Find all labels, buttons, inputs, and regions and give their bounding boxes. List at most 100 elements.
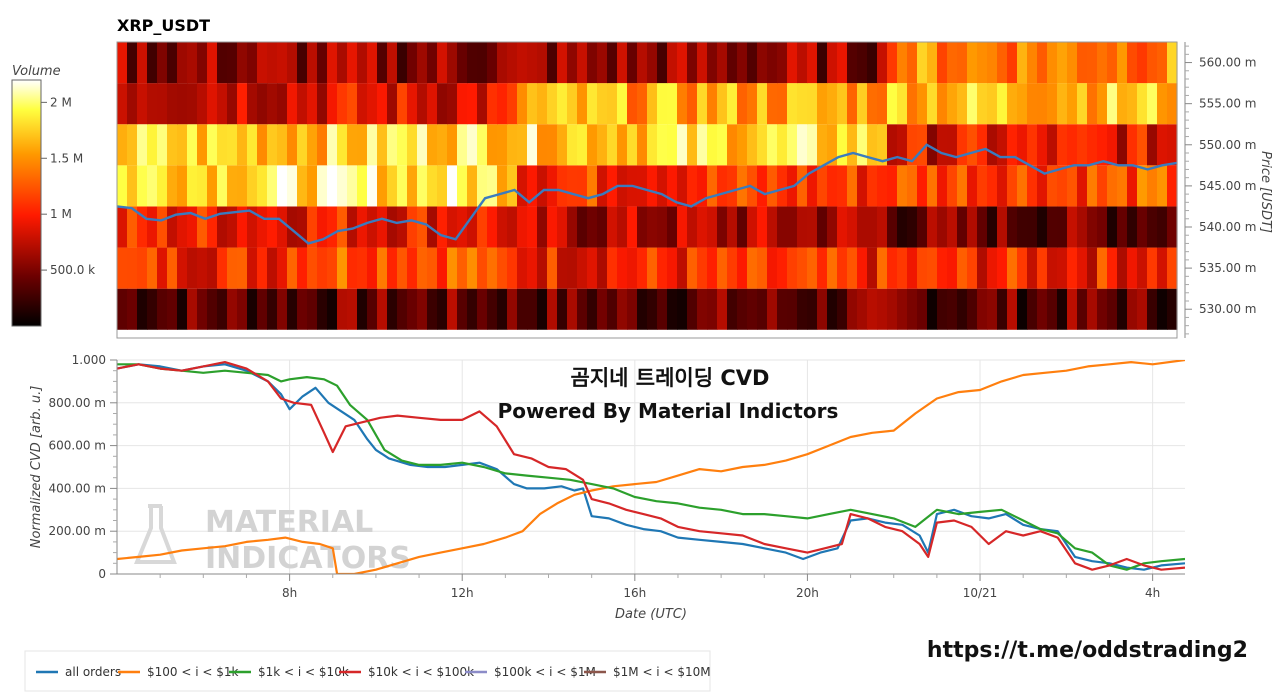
heatmap-cell	[247, 83, 258, 125]
heatmap-cell	[1127, 83, 1138, 125]
heatmap-cell	[287, 42, 298, 84]
heatmap-cell	[1087, 288, 1098, 330]
heatmap-cell	[887, 206, 898, 248]
cvd-line-series	[117, 360, 1185, 574]
heatmap-cell	[347, 42, 358, 84]
heatmap-cell	[1137, 42, 1148, 84]
heatmap-cell	[527, 124, 538, 166]
heatmap-cell	[967, 206, 978, 248]
heatmap-cell	[397, 288, 408, 330]
heatmap-cell	[277, 247, 288, 289]
heatmap-cell	[307, 42, 318, 84]
heatmap-cell	[457, 206, 468, 248]
heatmap-cell	[737, 42, 748, 84]
heatmap-cell	[307, 83, 318, 125]
heatmap-cell	[537, 247, 548, 289]
heatmap-cell	[977, 42, 988, 84]
heatmap-cell	[617, 42, 628, 84]
colorbar-tick-label: 1.5 M	[50, 151, 83, 165]
heatmap-cell	[547, 165, 558, 207]
heatmap-cell	[117, 247, 128, 289]
heatmap-cell	[1147, 288, 1158, 330]
heatmap-cell	[877, 83, 888, 125]
heatmap-cell	[397, 124, 408, 166]
heatmap-cell	[1067, 42, 1078, 84]
heatmap-cell	[477, 83, 488, 125]
heatmap-cell	[207, 124, 218, 166]
heatmap-cell	[647, 83, 658, 125]
heatmap-cell	[557, 83, 568, 125]
heatmap-cell	[637, 83, 648, 125]
heatmap-cell	[887, 124, 898, 166]
heatmap-cells	[117, 42, 1178, 330]
heatmap-cell	[1077, 165, 1088, 207]
heatmap-cell	[947, 206, 958, 248]
heatmap-cell	[1087, 83, 1098, 125]
heatmap-cell	[947, 124, 958, 166]
heatmap-cell	[627, 42, 638, 84]
heatmap-cell	[497, 165, 508, 207]
heatmap-cell	[857, 165, 868, 207]
heatmap-cell	[327, 124, 338, 166]
heatmap-cell	[277, 206, 288, 248]
heatmap-cell	[777, 83, 788, 125]
heatmap-cell	[387, 288, 398, 330]
heatmap-cell	[977, 83, 988, 125]
heatmap-cell	[447, 42, 458, 84]
heatmap-cell	[317, 42, 328, 84]
heatmap-cell	[397, 165, 408, 207]
heatmap-cell	[997, 124, 1008, 166]
heatmap-cell	[557, 42, 568, 84]
heatmap-cell	[807, 83, 818, 125]
heatmap-cell	[327, 83, 338, 125]
heatmap-cell	[807, 288, 818, 330]
heatmap-cell	[257, 83, 268, 125]
heatmap-cell	[1167, 42, 1178, 84]
heatmap-cell	[657, 247, 668, 289]
heatmap-cell	[1157, 42, 1168, 84]
heatmap-cell	[987, 42, 998, 84]
heatmap-cell	[497, 124, 508, 166]
heatmap-cell	[287, 206, 298, 248]
heatmap-cell	[257, 288, 268, 330]
heatmap-cell	[917, 124, 928, 166]
heatmap-cell	[847, 247, 858, 289]
heatmap-cell	[897, 288, 908, 330]
heatmap-cell	[247, 124, 258, 166]
heatmap-cell	[1137, 124, 1148, 166]
heatmap-cell	[1067, 83, 1078, 125]
heatmap-cell	[227, 83, 238, 125]
heatmap-cell	[207, 42, 218, 84]
heatmap-cell	[667, 206, 678, 248]
heatmap-cell	[537, 83, 548, 125]
heatmap-cell	[867, 42, 878, 84]
heatmap-cell	[687, 165, 698, 207]
heatmap-cell	[567, 247, 578, 289]
heatmap-cell	[1037, 124, 1048, 166]
heatmap-cell	[137, 288, 148, 330]
heatmap-cell	[1047, 83, 1058, 125]
heatmap-cell	[557, 247, 568, 289]
heatmap-cell	[467, 83, 478, 125]
heatmap-cell	[717, 165, 728, 207]
heatmap-cell	[277, 42, 288, 84]
heatmap-cell	[127, 124, 138, 166]
heatmap-cell	[207, 247, 218, 289]
heatmap-cell	[187, 206, 198, 248]
heatmap-cell	[1067, 288, 1078, 330]
heatmap-cell	[1057, 165, 1068, 207]
heatmap-cell	[427, 247, 438, 289]
heatmap-cell	[557, 124, 568, 166]
heatmap-cell	[557, 165, 568, 207]
heatmap-cell	[117, 206, 128, 248]
heatmap-cell	[577, 288, 588, 330]
heatmap-cell	[727, 124, 738, 166]
heatmap-cell	[847, 206, 858, 248]
heatmap-cell	[307, 206, 318, 248]
telegram-link[interactable]: https://t.me/oddstrading2	[927, 638, 1248, 663]
heatmap-cell	[217, 42, 228, 84]
heatmap-cell	[527, 83, 538, 125]
heatmap-cell	[1137, 288, 1148, 330]
heatmap-cell	[257, 42, 268, 84]
heatmap-cell	[287, 124, 298, 166]
